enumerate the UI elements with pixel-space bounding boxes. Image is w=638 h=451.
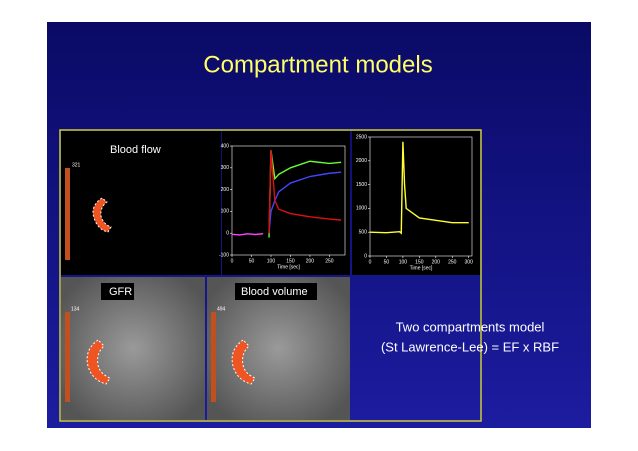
x-tick-label: 150: [286, 258, 295, 264]
x-tick-label: 0: [369, 259, 372, 265]
y-tick-label: -100: [219, 252, 229, 258]
x-tick-label: 300: [465, 259, 474, 265]
series-line: [268, 171, 342, 234]
colorbar: [65, 168, 70, 260]
colorbar: [211, 312, 216, 402]
x-tick-label: 200: [432, 259, 441, 265]
series-line: [369, 141, 469, 235]
y-tick-label: 1500: [356, 182, 367, 188]
panel-label: GFR: [109, 286, 132, 298]
colorbar: [65, 312, 70, 402]
y-tick-label: 300: [221, 165, 230, 171]
kidney: [231, 339, 256, 385]
y-tick-label: 2500: [356, 134, 367, 140]
title: Compartment models: [203, 51, 432, 78]
x-tick-label: 50: [249, 258, 255, 264]
kidney: [86, 339, 111, 385]
x-tick-label: 50: [384, 259, 390, 265]
y-tick-label: 200: [221, 187, 230, 193]
kidney: [92, 197, 112, 233]
x-tick-label: 100: [267, 258, 276, 264]
plot-area: [369, 136, 473, 257]
x-tick-label: 0: [231, 258, 234, 264]
plot-area: [231, 145, 346, 256]
label-box: [235, 283, 317, 300]
label-box: [101, 283, 134, 300]
plot-panel: [222, 131, 350, 275]
y-tick-label: 0: [226, 231, 229, 237]
scale-label: 321: [72, 162, 81, 168]
x-axis-label: Time [sec]: [410, 265, 433, 271]
plot-panel: [352, 131, 480, 275]
caption: Two compartments model: [396, 319, 545, 334]
series-line: [231, 232, 264, 236]
image-frame: [59, 129, 482, 422]
panel-label: Blood flow: [110, 144, 161, 156]
panel-label: Blood volume: [241, 286, 308, 298]
x-tick-label: 200: [306, 258, 315, 264]
caption: (St Lawrence-Lee) = EF x RBF: [381, 339, 559, 354]
y-tick-label: 400: [221, 143, 230, 149]
y-tick-label: 2000: [356, 158, 367, 164]
x-axis-label: Time [sec]: [277, 264, 300, 270]
y-tick-label: 100: [221, 209, 230, 215]
scale-label: 494: [217, 306, 226, 312]
x-tick-label: 250: [325, 258, 334, 264]
y-tick-label: 0: [364, 253, 367, 259]
series-line: [268, 150, 342, 234]
y-tick-label: 1000: [356, 206, 367, 212]
y-tick-label: 500: [359, 230, 368, 236]
x-tick-label: 150: [415, 259, 424, 265]
scale-label: 134: [71, 306, 80, 312]
image-panel: [207, 277, 350, 420]
image-panel: [61, 277, 205, 420]
x-tick-label: 100: [399, 259, 408, 265]
x-tick-label: 250: [448, 259, 457, 265]
image-panel: [61, 131, 221, 275]
